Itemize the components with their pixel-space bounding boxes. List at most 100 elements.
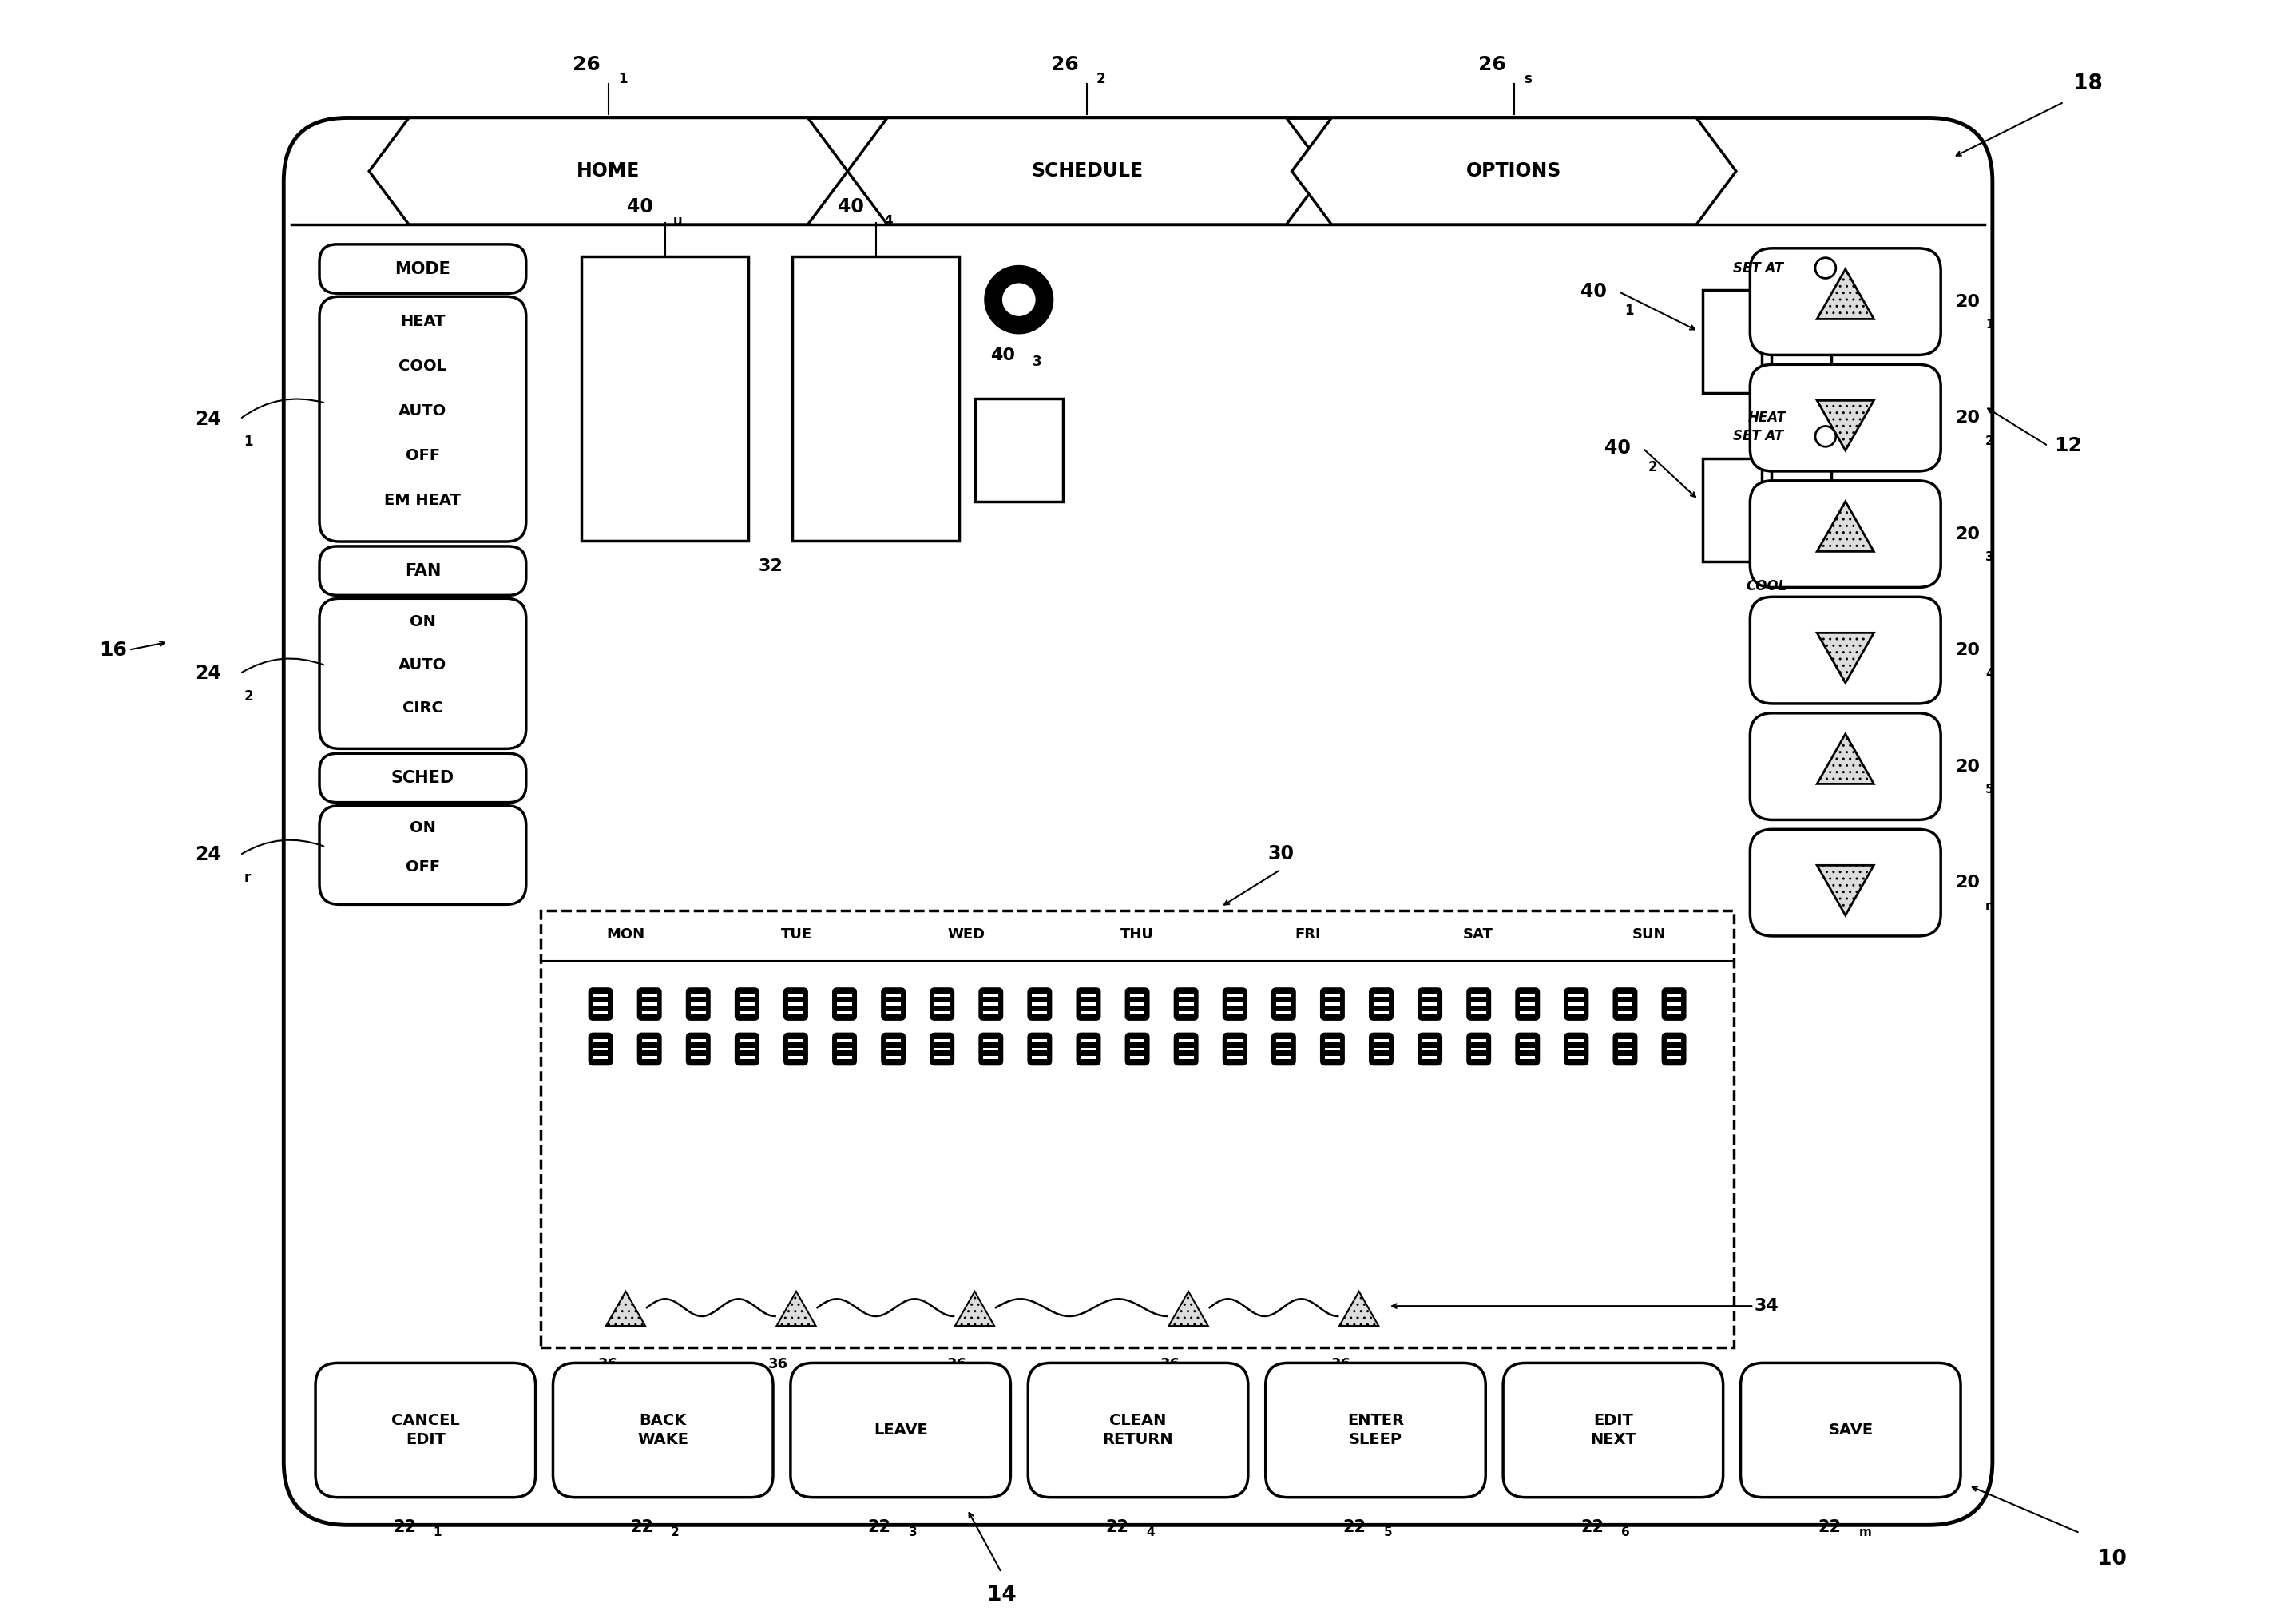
Text: 36: 36	[597, 1357, 618, 1371]
Text: 4: 4	[1986, 667, 1993, 680]
Bar	[1228, 1011, 1242, 1014]
Bar	[1033, 1003, 1047, 1006]
Bar	[788, 1038, 804, 1042]
Bar	[1277, 995, 1290, 996]
Bar	[1619, 1011, 1632, 1014]
Text: 26: 26	[1479, 55, 1506, 74]
FancyBboxPatch shape	[687, 1034, 709, 1064]
Bar	[1619, 1038, 1632, 1042]
FancyBboxPatch shape	[1662, 1034, 1685, 1064]
Text: CLEAN
RETURN: CLEAN RETURN	[1102, 1413, 1173, 1447]
Polygon shape	[1816, 270, 1874, 320]
FancyBboxPatch shape	[790, 1363, 1010, 1497]
Text: COOL: COOL	[1747, 578, 1786, 593]
Bar	[1228, 1048, 1242, 1051]
Bar	[1424, 995, 1437, 996]
Bar	[1033, 1056, 1047, 1059]
FancyBboxPatch shape	[1419, 1034, 1442, 1064]
Text: 2: 2	[1986, 434, 1993, 447]
Text: 4: 4	[884, 215, 893, 228]
Text: 20: 20	[1956, 294, 1979, 310]
Text: 36: 36	[1159, 1357, 1180, 1371]
Text: EM HEAT: EM HEAT	[383, 493, 461, 507]
Text: SCHEDULE: SCHEDULE	[1031, 162, 1143, 181]
FancyBboxPatch shape	[1750, 481, 1940, 588]
Text: OFF: OFF	[406, 447, 441, 464]
Text: 2: 2	[243, 690, 253, 704]
Text: 20: 20	[1956, 410, 1979, 426]
Bar	[592, 1048, 608, 1051]
Text: SET AT: SET AT	[1733, 262, 1784, 275]
Text: ENTER
SLEEP: ENTER SLEEP	[1348, 1413, 1403, 1447]
Bar	[1033, 995, 1047, 996]
Bar	[691, 1056, 705, 1059]
Text: 2: 2	[670, 1526, 680, 1539]
Bar	[1773, 291, 1832, 392]
Text: 1: 1	[1986, 320, 1993, 331]
Text: 2: 2	[1097, 71, 1107, 86]
Text: 22: 22	[631, 1520, 654, 1536]
Bar	[1373, 1048, 1389, 1051]
Text: 3: 3	[909, 1526, 916, 1539]
FancyBboxPatch shape	[590, 988, 613, 1019]
Bar	[1667, 995, 1681, 996]
Bar	[1520, 1038, 1536, 1042]
Bar	[1033, 1011, 1047, 1014]
Polygon shape	[1816, 401, 1874, 451]
Text: 20: 20	[1956, 875, 1979, 890]
Bar	[1568, 1003, 1584, 1006]
Text: 5: 5	[1986, 783, 1993, 796]
Bar	[1130, 1048, 1146, 1051]
Bar	[1701, 291, 1761, 392]
Bar	[739, 1003, 755, 1006]
Bar	[643, 1038, 657, 1042]
Text: 1: 1	[1626, 304, 1635, 318]
Bar	[788, 995, 804, 996]
Text: 30: 30	[1267, 845, 1293, 864]
Text: FAN: FAN	[404, 562, 441, 578]
Bar	[1619, 1048, 1632, 1051]
Text: t: t	[1364, 1363, 1368, 1374]
Bar	[983, 1003, 999, 1006]
FancyBboxPatch shape	[1419, 988, 1442, 1019]
FancyBboxPatch shape	[1566, 1034, 1589, 1064]
Bar	[1424, 1056, 1437, 1059]
FancyBboxPatch shape	[1750, 830, 1940, 937]
Text: ON: ON	[409, 615, 436, 630]
Bar	[1178, 995, 1194, 996]
FancyBboxPatch shape	[833, 1034, 856, 1064]
Bar	[886, 995, 900, 996]
Text: 32: 32	[758, 559, 783, 573]
Bar	[592, 1003, 608, 1006]
Text: 2: 2	[801, 1363, 808, 1374]
FancyBboxPatch shape	[1515, 988, 1538, 1019]
Bar	[934, 1003, 951, 1006]
Text: HOME: HOME	[576, 162, 641, 181]
Bar	[886, 1038, 900, 1042]
Polygon shape	[1816, 866, 1874, 916]
Bar	[691, 1048, 705, 1051]
Bar	[838, 1038, 852, 1042]
Text: EDIT
NEXT: EDIT NEXT	[1591, 1413, 1637, 1447]
FancyBboxPatch shape	[1125, 1034, 1148, 1064]
Bar	[1568, 1011, 1584, 1014]
Bar	[1277, 1011, 1290, 1014]
Text: 36: 36	[1332, 1357, 1350, 1371]
Bar	[983, 1011, 999, 1014]
Text: 1: 1	[618, 71, 627, 86]
FancyBboxPatch shape	[1272, 1034, 1295, 1064]
Text: 3: 3	[1986, 551, 1993, 564]
Polygon shape	[1339, 1292, 1378, 1326]
Bar	[1130, 1038, 1146, 1042]
Bar	[1033, 1048, 1047, 1051]
Text: u: u	[673, 215, 682, 228]
Bar	[1520, 1056, 1536, 1059]
FancyBboxPatch shape	[1029, 1034, 1052, 1064]
Bar	[788, 1003, 804, 1006]
Polygon shape	[776, 1292, 815, 1326]
Text: 22: 22	[393, 1520, 416, 1536]
FancyBboxPatch shape	[1077, 988, 1100, 1019]
Text: CANCEL
EDIT: CANCEL EDIT	[390, 1413, 459, 1447]
FancyBboxPatch shape	[1125, 988, 1148, 1019]
Bar	[983, 995, 999, 996]
